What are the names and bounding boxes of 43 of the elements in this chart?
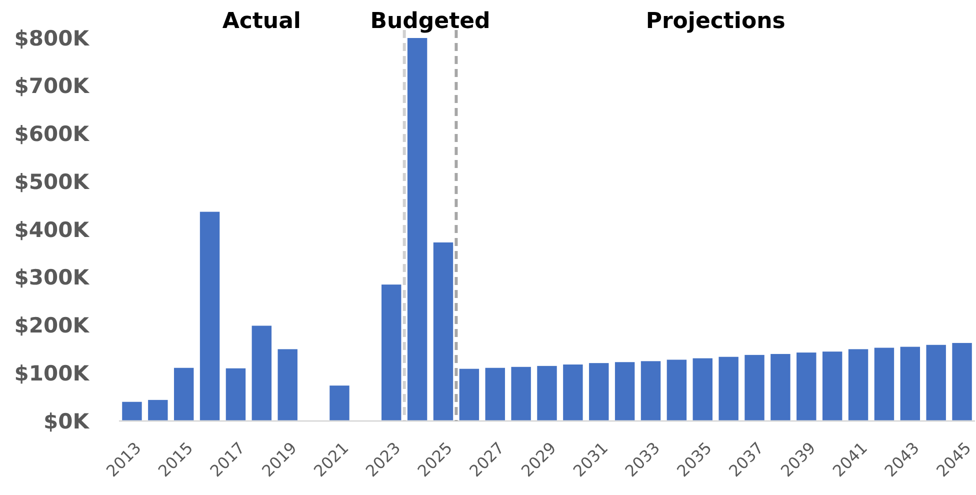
y-tick-label: $400K — [14, 218, 90, 242]
bar — [407, 38, 428, 421]
y-tick-label: $800K — [14, 26, 90, 50]
text: Actual — [222, 9, 301, 34]
bar — [744, 354, 764, 421]
bar — [770, 354, 790, 421]
bar — [511, 366, 531, 421]
bar — [563, 364, 583, 421]
bar — [952, 342, 972, 421]
bar — [252, 326, 272, 421]
bar — [640, 361, 661, 421]
bar — [796, 352, 816, 421]
bar — [122, 402, 142, 421]
bar — [874, 348, 894, 421]
bar — [200, 212, 220, 421]
bar — [822, 352, 842, 421]
bar — [330, 386, 350, 421]
bar — [848, 349, 868, 421]
bar — [459, 368, 480, 421]
bar — [589, 363, 609, 421]
y-tick-label: $100K — [14, 361, 90, 386]
bar — [148, 400, 168, 421]
bar — [537, 366, 557, 421]
bar — [926, 344, 946, 421]
bar — [174, 368, 194, 421]
y-tick-label: $0K — [44, 409, 90, 434]
bar — [226, 368, 246, 421]
y-tick-label: $600K — [14, 122, 90, 146]
bar — [433, 242, 454, 421]
text: Budgeted — [370, 9, 490, 34]
bar — [278, 349, 298, 421]
y-tick-label: $500K — [14, 170, 90, 194]
y-tick-label: $700K — [14, 74, 90, 98]
y-tick-label: $200K — [14, 314, 90, 338]
bar — [900, 346, 920, 421]
text: Projections — [646, 9, 786, 34]
y-tick-label: $300K — [14, 266, 90, 290]
bar — [614, 362, 635, 421]
bar — [718, 356, 738, 421]
bar — [485, 368, 505, 421]
bar — [666, 360, 687, 421]
bar — [692, 358, 712, 421]
bar — [382, 284, 402, 421]
